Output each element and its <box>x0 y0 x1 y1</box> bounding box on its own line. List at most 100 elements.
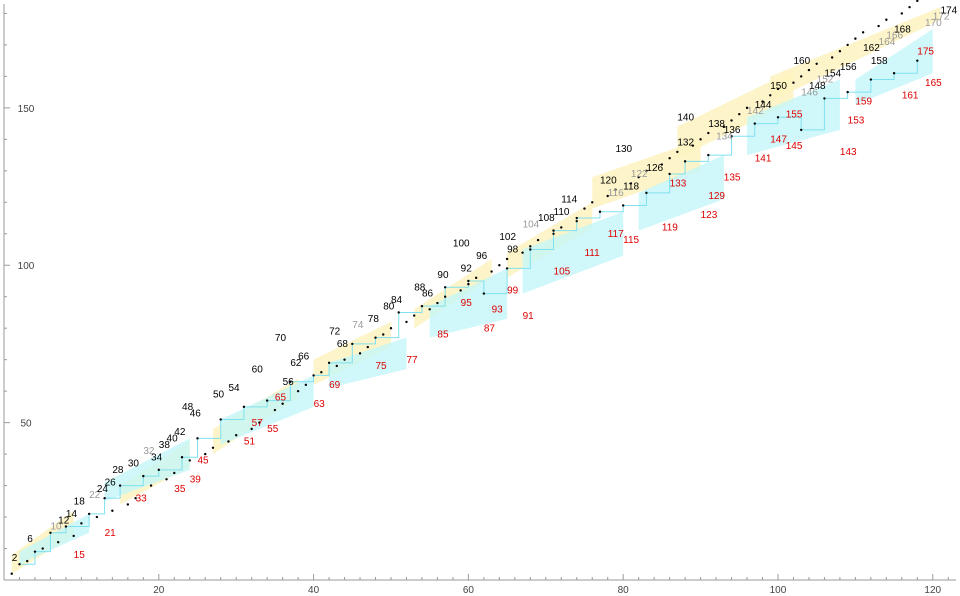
even-number-label: 170 <box>925 18 942 29</box>
even-number-label: 150 <box>770 81 787 92</box>
y-axis-ticks: 50 100 150 <box>4 12 35 550</box>
lower-band-8 <box>855 29 933 105</box>
even-number-label: 96 <box>476 251 488 262</box>
upper-point <box>273 408 277 412</box>
odd-number-label: 119 <box>662 223 678 234</box>
upper-point <box>498 264 501 267</box>
upper-point <box>165 478 168 481</box>
lower-point <box>312 374 315 377</box>
point-layer <box>10 0 919 575</box>
upper-point <box>846 43 849 47</box>
odd-number-label: 143 <box>840 147 857 158</box>
even-number-label: 34 <box>151 452 163 463</box>
even-number-label: 136 <box>724 125 741 136</box>
upper-point <box>320 371 323 374</box>
odd-number-label: 93 <box>492 304 504 315</box>
upper-point <box>738 112 741 116</box>
even-number-label: 116 <box>608 188 624 199</box>
upper-point <box>72 534 75 538</box>
upper-point <box>366 345 369 349</box>
upper-point <box>575 219 578 223</box>
upper-point <box>304 383 308 387</box>
even-number-label: 118 <box>623 182 639 193</box>
even-number-label: 104 <box>523 219 540 230</box>
lower-point <box>529 248 532 251</box>
x-axis-ticks: 20 40 60 80 100 120 <box>18 574 949 596</box>
lower-point <box>846 90 849 94</box>
even-number-label: 172 <box>933 12 950 23</box>
even-number-label: 50 <box>213 389 225 400</box>
even-number-label: 62 <box>290 358 302 369</box>
even-number-label: 142 <box>747 106 764 117</box>
lower-point <box>575 216 578 220</box>
upper-point <box>583 207 586 210</box>
upper-point <box>188 459 191 462</box>
odd-number-label: 33 <box>136 493 148 504</box>
lower-band-6 <box>638 155 724 231</box>
upper-point <box>505 257 509 261</box>
odd-number-label: 115 <box>623 235 639 246</box>
upper-band-8 <box>770 7 941 102</box>
lower-point <box>242 405 246 409</box>
upper-point <box>691 144 695 147</box>
even-number-label: 154 <box>824 68 841 79</box>
lower-point <box>892 72 896 75</box>
x-tick-label: 80 <box>618 585 630 596</box>
odd-number-label: 155 <box>786 109 803 120</box>
odd-number-label: 57 <box>252 418 264 429</box>
upper-point <box>699 138 702 141</box>
upper-point <box>529 245 532 248</box>
x-tick-label: 60 <box>463 585 475 596</box>
even-number-label: 72 <box>329 326 341 337</box>
even-number-label: 92 <box>461 264 473 275</box>
odd-number-label: 95 <box>461 298 473 309</box>
upper-point <box>877 24 880 28</box>
upper-point <box>838 50 842 53</box>
odd-number-label: 147 <box>770 134 787 145</box>
upper-point <box>815 62 818 66</box>
lower-point <box>327 361 331 365</box>
odd-number-label: 175 <box>917 46 934 57</box>
lower-point <box>869 78 873 81</box>
even-number-label: 6 <box>27 534 33 545</box>
lower-point <box>552 229 555 232</box>
even-number-label: 158 <box>871 56 888 67</box>
upper-point <box>854 37 857 40</box>
even-number-label: 110 <box>554 207 570 218</box>
lower-point <box>645 191 648 195</box>
even-number-label: 114 <box>561 194 577 205</box>
even-number-label: 138 <box>708 119 725 130</box>
even-number-label: 66 <box>298 352 310 363</box>
lower-point <box>753 122 756 125</box>
odd-number-label: 45 <box>197 456 209 467</box>
upper-point <box>761 100 764 103</box>
upper-point <box>281 402 284 405</box>
upper-point <box>459 289 462 292</box>
lower-band-3 <box>329 337 407 388</box>
even-number-label: 148 <box>809 81 826 92</box>
odd-number-label: 133 <box>670 179 687 190</box>
lower-point <box>505 267 509 270</box>
even-number-label: 88 <box>414 282 426 293</box>
upper-point <box>676 150 679 154</box>
upper-point <box>745 106 749 110</box>
odd-number-label: 69 <box>329 380 341 391</box>
upper-point <box>807 68 811 72</box>
even-number-label: 120 <box>600 175 617 186</box>
even-number-label: 14 <box>66 509 78 520</box>
upper-point <box>861 31 865 34</box>
lower-point <box>142 474 145 478</box>
odd-number-label: 153 <box>848 116 865 127</box>
odd-number-label: 129 <box>708 191 725 202</box>
even-number-label: 160 <box>793 56 810 67</box>
odd-number-label: 135 <box>724 172 741 183</box>
upper-point <box>467 282 470 286</box>
even-number-label: 26 <box>105 478 117 489</box>
lower-point <box>18 563 21 566</box>
upper-point <box>776 87 780 91</box>
upper-point <box>436 301 439 305</box>
upper-point <box>413 314 416 317</box>
even-number-label: 152 <box>817 75 834 86</box>
upper-point <box>474 276 478 280</box>
upper-point <box>830 56 834 59</box>
